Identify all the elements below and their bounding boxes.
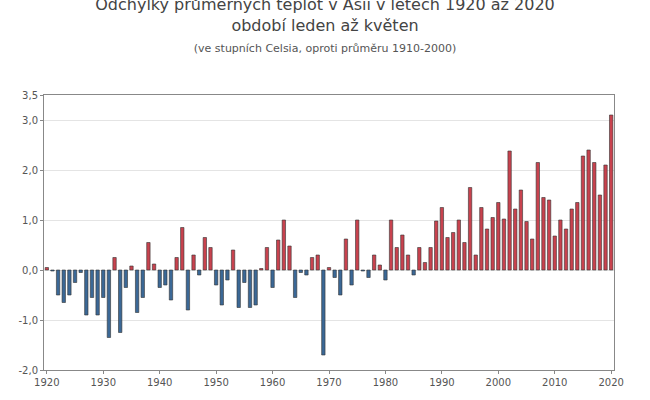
- svg-text:0,0: 0,0: [22, 265, 38, 276]
- svg-text:1930: 1930: [91, 377, 116, 388]
- svg-text:1950: 1950: [203, 377, 228, 388]
- svg-text:1970: 1970: [316, 377, 341, 388]
- svg-text:1960: 1960: [260, 377, 285, 388]
- svg-text:1920: 1920: [34, 377, 59, 388]
- svg-text:1,0: 1,0: [22, 215, 38, 226]
- svg-text:Odchylky průměrných teplot v A: Odchylky průměrných teplot v Asii v lete…: [95, 0, 555, 55]
- svg-text:1990: 1990: [429, 377, 454, 388]
- svg-text:-2,0: -2,0: [18, 365, 38, 376]
- svg-text:1980: 1980: [373, 377, 398, 388]
- svg-text:3,5: 3,5: [22, 90, 38, 101]
- svg-text:2020: 2020: [598, 377, 623, 388]
- svg-text:3,0: 3,0: [22, 115, 38, 126]
- svg-text:2000: 2000: [486, 377, 511, 388]
- svg-text:2,0: 2,0: [22, 165, 38, 176]
- svg-text:1940: 1940: [147, 377, 172, 388]
- svg-text:-1,0: -1,0: [18, 315, 38, 326]
- svg-text:2010: 2010: [542, 377, 567, 388]
